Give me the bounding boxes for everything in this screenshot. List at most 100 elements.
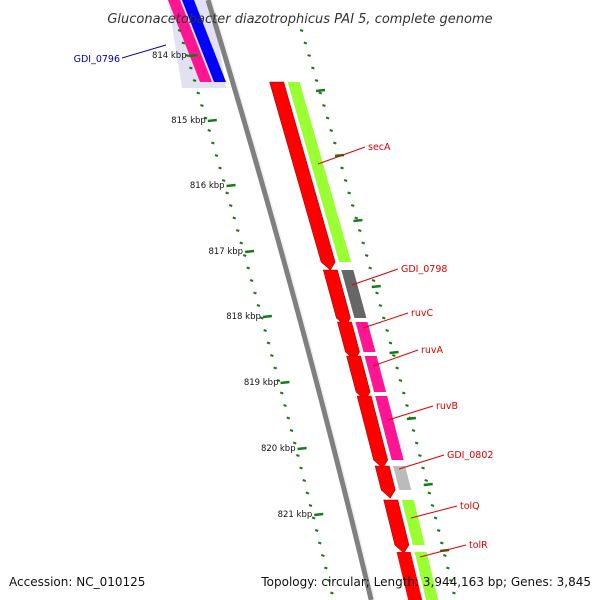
minor-tick-right — [401, 391, 406, 395]
minor-tick-left — [259, 316, 264, 320]
minor-tick-right — [381, 316, 386, 320]
scale-label: 817 kbp — [208, 247, 243, 257]
gene-label-ruvB: ruvB — [436, 401, 458, 412]
minor-tick-right — [303, 41, 308, 45]
minor-tick-right — [343, 179, 348, 182]
major-tick-right — [389, 350, 399, 355]
minor-tick-right — [314, 79, 319, 82]
leader-ruvA — [372, 349, 419, 367]
feature-tracks — [167, 0, 439, 600]
minor-tick-left — [286, 416, 291, 420]
minor-tick-right — [347, 191, 351, 195]
gene-track-secA — [287, 82, 352, 262]
gene-track-GDI_0802 — [393, 466, 412, 490]
minor-tick-left — [177, 29, 182, 32]
cds-GDI_0796-pink — [167, 0, 212, 82]
minor-tick-right — [395, 366, 399, 370]
scale-ticks — [177, 29, 456, 595]
gene-label-tolR: tolR — [469, 540, 488, 551]
major-tick — [280, 380, 290, 385]
gene-track-tolR — [414, 552, 439, 600]
minor-tick-right — [430, 504, 435, 507]
minor-tick-left — [196, 91, 201, 95]
backbone-highlight — [210, 0, 376, 600]
major-tick-right — [423, 482, 433, 487]
leader-GDI_0802 — [398, 454, 445, 470]
minor-tick-left — [192, 79, 197, 82]
minor-tick-left — [308, 504, 313, 507]
minor-tick-left — [305, 491, 310, 495]
minor-tick-left — [200, 104, 204, 107]
minor-tick-left — [242, 254, 247, 257]
minor-tick-left — [249, 279, 254, 282]
cds-arrow-tolQ — [383, 499, 410, 554]
minor-tick-right — [322, 104, 326, 107]
minor-tick-right — [375, 291, 379, 295]
minor-tick-right — [414, 441, 419, 445]
minor-tick-right — [418, 454, 422, 457]
minor-tick-right — [443, 554, 447, 557]
leader-tolQ — [410, 505, 458, 519]
minor-tick-left — [270, 354, 274, 357]
minor-tick-left — [218, 166, 222, 170]
minor-tick-right — [411, 429, 416, 432]
minor-tick-right — [436, 529, 441, 532]
minor-tick-right — [449, 579, 453, 582]
minor-tick-right — [364, 254, 369, 257]
cds-tolR — [396, 552, 423, 600]
leader-GDI_0798 — [351, 268, 399, 286]
minor-tick-right — [424, 479, 429, 482]
minor-tick-left — [273, 366, 277, 370]
scale-label: 819 kbp — [244, 378, 279, 388]
genome-summary-text: Topology: circular; Length: 3,944,163 bp… — [260, 575, 591, 589]
minor-tick-left — [279, 391, 284, 395]
minor-tick-left — [239, 241, 244, 245]
minor-tick-left — [302, 479, 307, 482]
major-tick — [297, 446, 307, 451]
minor-tick-right — [385, 329, 389, 332]
major-tick-right — [406, 416, 417, 421]
minor-tick-right — [318, 91, 323, 95]
minor-tick-right — [340, 166, 344, 170]
backbone-line — [205, 0, 374, 600]
minor-tick-left — [276, 379, 281, 382]
gene-label-GDI_0802: GDI_0802 — [447, 450, 493, 461]
major-tick-right — [353, 218, 363, 223]
minor-tick-right — [427, 491, 432, 495]
minor-tick-right — [307, 54, 311, 57]
minor-tick-right — [439, 541, 444, 545]
cds-arrow-secA — [269, 81, 336, 271]
minor-tick-right — [421, 466, 425, 470]
minor-tick-right — [325, 116, 330, 120]
scale-label: 814 kbp — [152, 51, 187, 61]
minor-tick-right — [333, 141, 337, 145]
gene-label-GDI_0796: GDI_0796 — [74, 54, 120, 65]
minor-tick-left — [207, 129, 212, 132]
minor-tick-left — [317, 541, 322, 545]
minor-tick-left — [256, 304, 261, 307]
minor-tick-left — [246, 266, 250, 270]
minor-tick-left — [235, 229, 240, 232]
leader-ruvB — [387, 405, 434, 421]
minor-tick-right — [299, 29, 304, 32]
minor-tick-left — [289, 429, 294, 432]
minor-tick-left — [221, 179, 226, 182]
minor-tick-left — [299, 466, 303, 470]
minor-tick-left — [253, 291, 257, 295]
minor-tick-left — [283, 404, 287, 407]
minor-tick-left — [327, 579, 331, 582]
minor-tick-left — [330, 591, 334, 595]
major-tick-right — [371, 284, 381, 289]
minor-tick-right — [392, 354, 396, 357]
gene-track-tolQ — [401, 500, 425, 545]
minor-tick-right — [311, 66, 315, 70]
minor-tick-left — [232, 216, 237, 220]
labels: 814 kbp 815 kbp 816 kbp 817 kbp 818 kbp 819 k… — [74, 44, 493, 558]
minor-tick-left — [266, 341, 271, 345]
scale-label: 815 kbp — [171, 116, 206, 126]
minor-tick-right — [446, 566, 450, 570]
major-tick-right — [315, 88, 326, 93]
major-tick — [262, 314, 273, 319]
gene-label-ruvA: ruvA — [421, 345, 444, 356]
